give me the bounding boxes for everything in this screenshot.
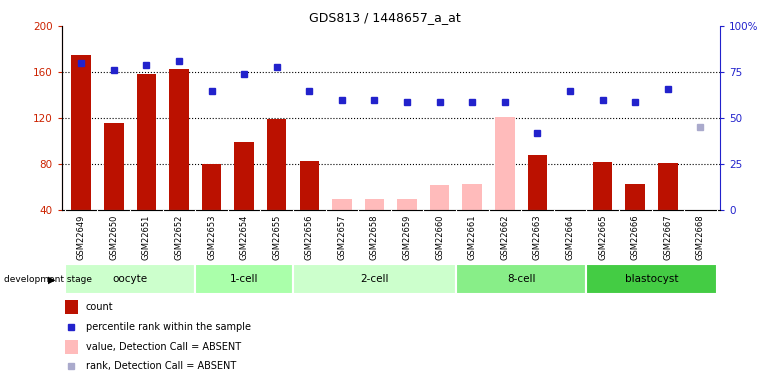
Text: ▶: ▶ xyxy=(48,274,55,284)
Text: GSM22667: GSM22667 xyxy=(663,214,672,260)
Text: GSM22663: GSM22663 xyxy=(533,214,542,260)
Text: GSM22653: GSM22653 xyxy=(207,214,216,260)
Text: percentile rank within the sample: percentile rank within the sample xyxy=(86,322,251,332)
Text: blastocyst: blastocyst xyxy=(624,274,678,284)
Text: GSM22654: GSM22654 xyxy=(239,214,249,260)
Text: GSM22665: GSM22665 xyxy=(598,214,607,260)
Text: rank, Detection Call = ABSENT: rank, Detection Call = ABSENT xyxy=(86,362,236,371)
Text: GSM22661: GSM22661 xyxy=(467,214,477,260)
Bar xyxy=(267,119,286,210)
Bar xyxy=(625,184,645,210)
Bar xyxy=(202,164,221,210)
Text: GSM22666: GSM22666 xyxy=(631,214,640,260)
Text: GSM22655: GSM22655 xyxy=(273,214,281,260)
Bar xyxy=(332,198,352,210)
Bar xyxy=(456,264,586,294)
Bar xyxy=(658,163,678,210)
Bar xyxy=(104,123,123,210)
Text: GSM22658: GSM22658 xyxy=(370,214,379,260)
Text: GSM22651: GSM22651 xyxy=(142,214,151,260)
Bar xyxy=(65,340,78,354)
Bar xyxy=(397,198,417,210)
Bar xyxy=(72,55,91,210)
Bar xyxy=(293,264,456,294)
Text: GDS813 / 1448657_a_at: GDS813 / 1448657_a_at xyxy=(309,11,461,24)
Text: development stage: development stage xyxy=(4,275,92,284)
Bar xyxy=(300,160,319,210)
Bar xyxy=(196,264,293,294)
Bar xyxy=(586,264,717,294)
Bar xyxy=(169,69,189,210)
Text: 1-cell: 1-cell xyxy=(230,274,259,284)
Bar xyxy=(136,75,156,210)
Text: GSM22659: GSM22659 xyxy=(403,214,412,260)
Text: count: count xyxy=(86,302,113,312)
Text: GSM22668: GSM22668 xyxy=(696,214,705,260)
Bar xyxy=(365,198,384,210)
Bar xyxy=(234,142,254,210)
Bar xyxy=(495,117,514,210)
Bar xyxy=(65,264,196,294)
Text: GSM22657: GSM22657 xyxy=(337,214,346,260)
Text: GSM22660: GSM22660 xyxy=(435,214,444,260)
Text: 2-cell: 2-cell xyxy=(360,274,389,284)
Text: GSM22649: GSM22649 xyxy=(77,214,85,260)
Text: GSM22652: GSM22652 xyxy=(175,214,183,260)
Text: GSM22650: GSM22650 xyxy=(109,214,119,260)
Text: GSM22662: GSM22662 xyxy=(500,214,509,260)
Bar xyxy=(430,185,450,210)
Bar xyxy=(65,300,78,314)
Text: GSM22664: GSM22664 xyxy=(565,214,574,260)
Text: value, Detection Call = ABSENT: value, Detection Call = ABSENT xyxy=(86,342,241,352)
Bar xyxy=(463,184,482,210)
Bar xyxy=(527,155,547,210)
Text: oocyte: oocyte xyxy=(112,274,148,284)
Bar xyxy=(593,162,612,210)
Text: 8-cell: 8-cell xyxy=(507,274,535,284)
Text: GSM22656: GSM22656 xyxy=(305,214,314,260)
